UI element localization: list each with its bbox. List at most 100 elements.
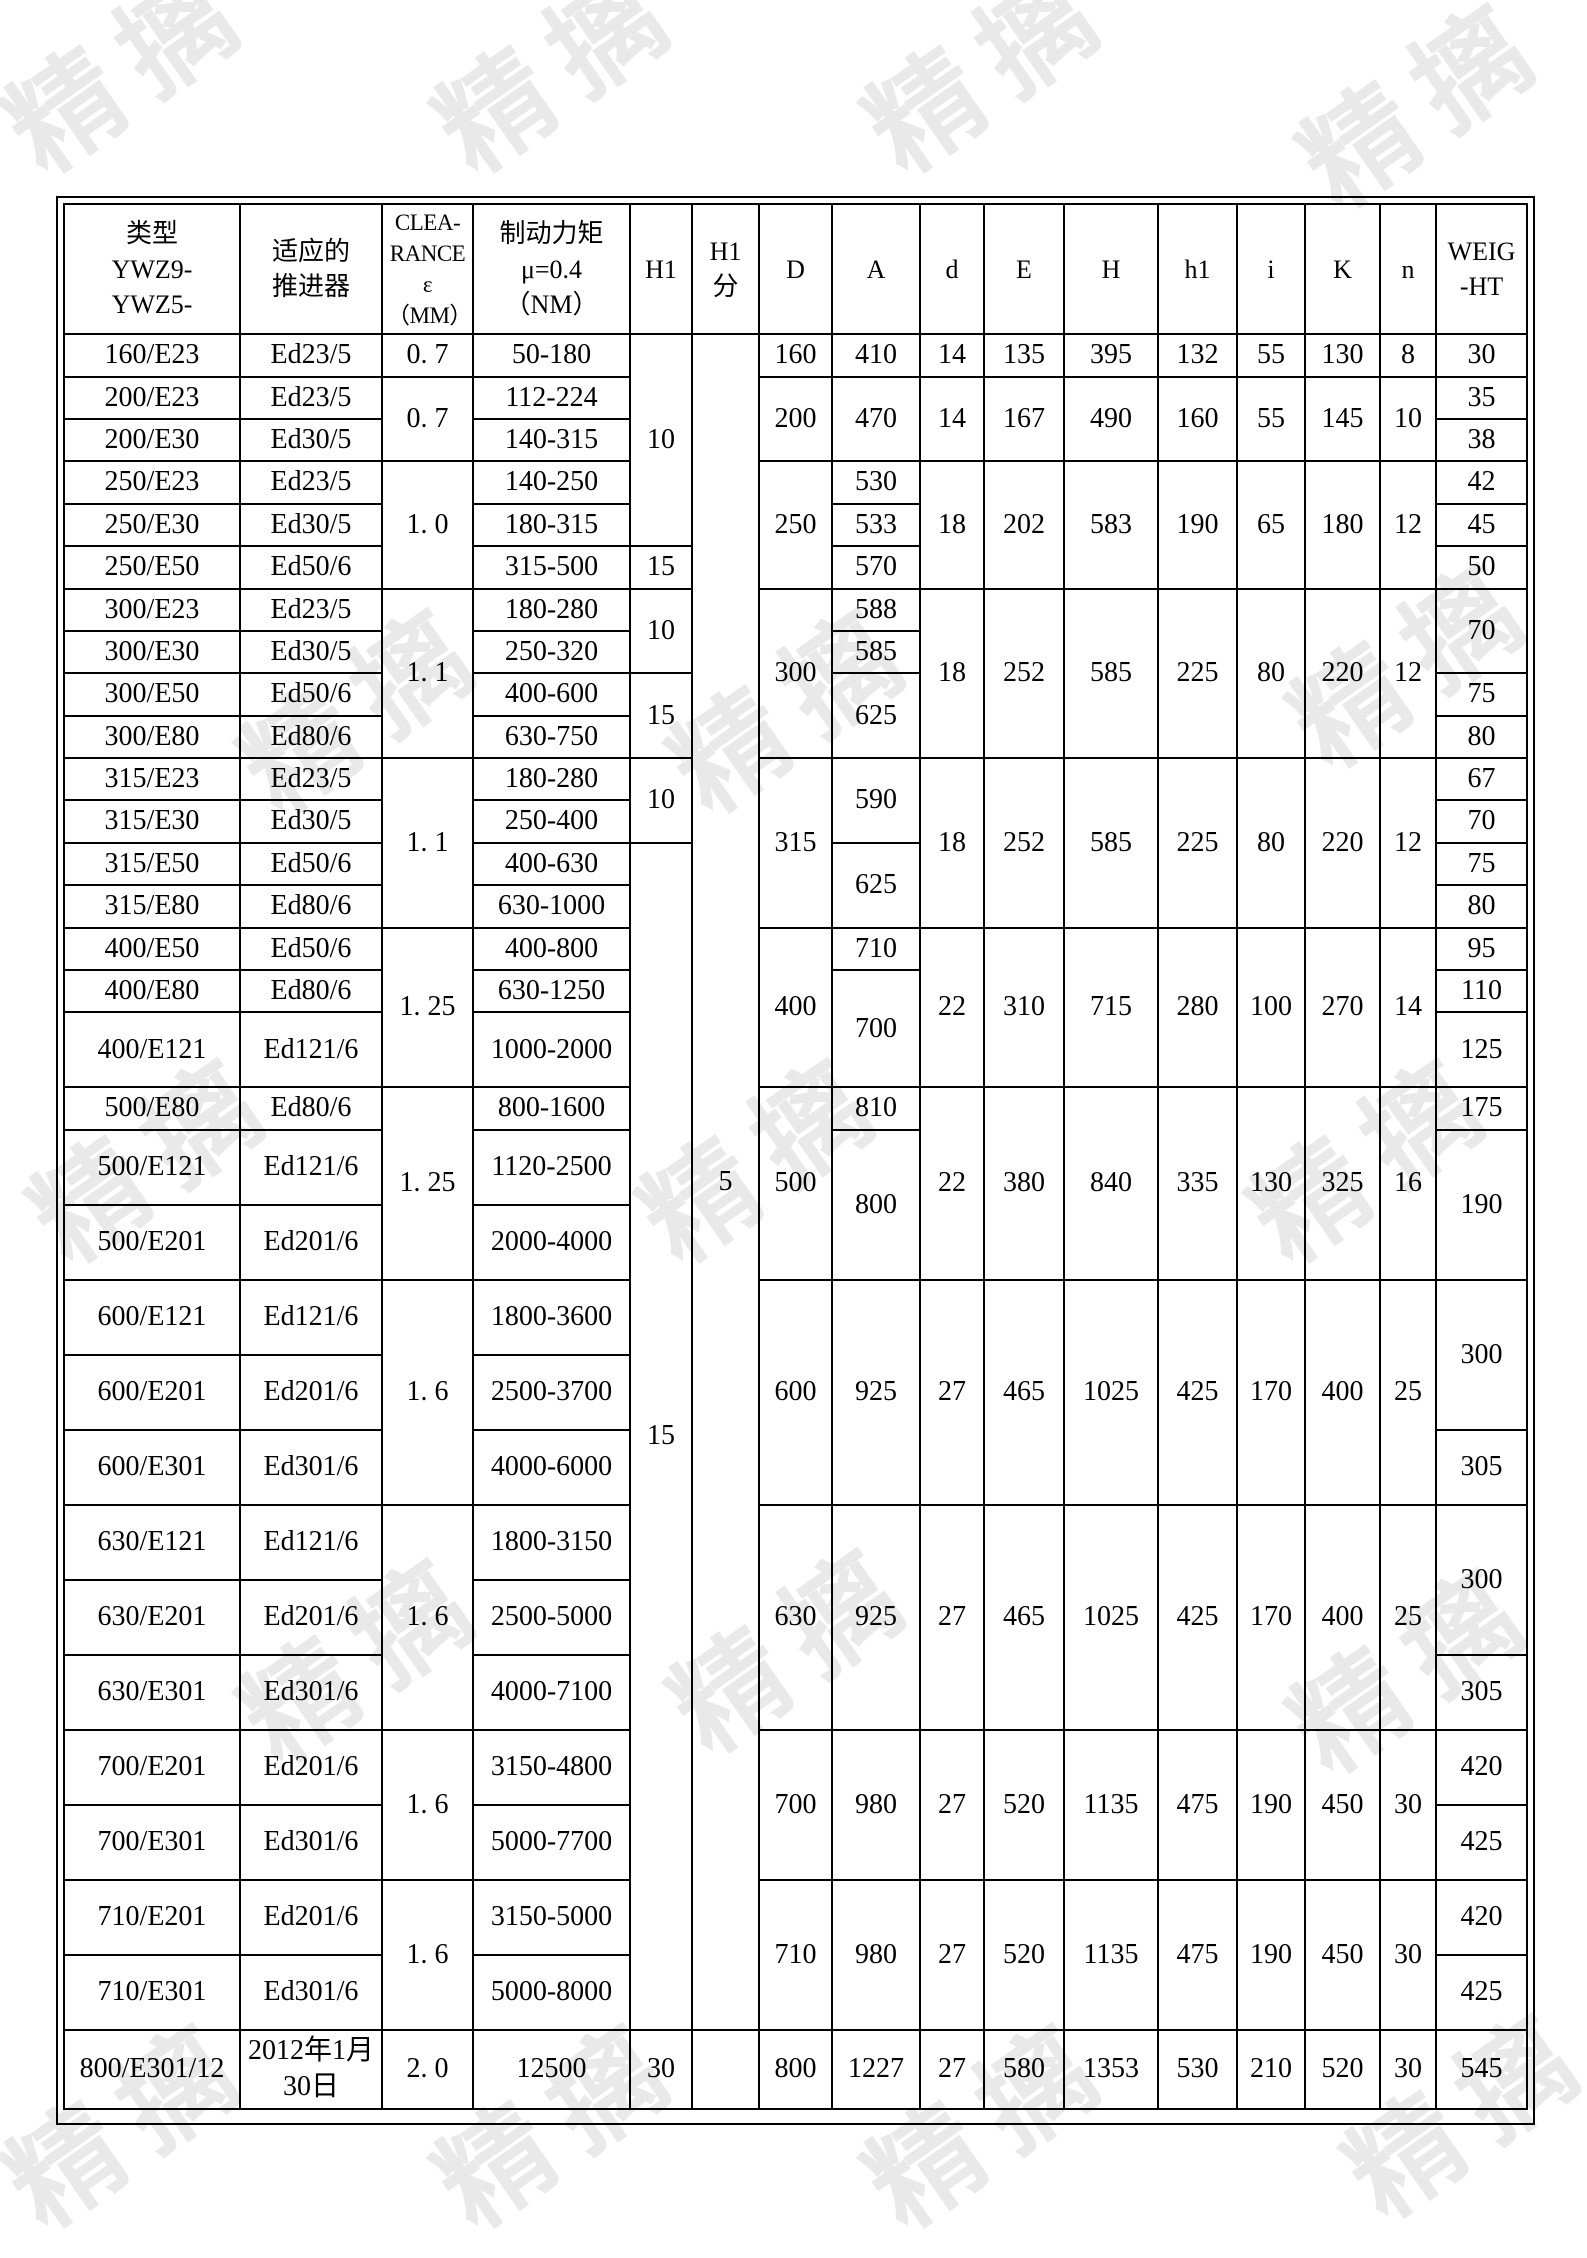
cell-type: 400/E80 [63,969,241,1014]
cell-type: 800/E301/12 [63,2028,241,2110]
cell-type: 500/E80 [63,1086,241,1131]
cell-clearance: 1. 6 [381,1278,474,1506]
cell-weight: 80 [1435,714,1528,760]
cell-A: 925 [831,1278,921,1506]
cell-h1: 10 [629,587,693,675]
col-header-d: d [919,202,985,336]
table-row: 500/E121 Ed121/6 1120-2500 800 190 [63,1128,1528,1281]
cell-torque: 2500-3700 [472,1353,631,1431]
cell-thruster: Ed301/6 [239,1428,383,1506]
cell-E: 520 [983,1878,1065,2031]
cell-type: 250/E30 [63,502,241,548]
watermark-text: 精摛 [0,0,277,197]
cell-torque: 400-800 [472,926,631,972]
cell-torque: 400-630 [472,841,631,887]
cell-A: 625 [831,841,921,929]
cell-weight: 420 [1435,1728,1528,1806]
table-row: 300/E50 Ed50/6 400-600 15 625 75 [63,672,1528,760]
cell-h1dim: 132 [1157,333,1238,378]
cell-torque: 630-1000 [472,884,631,929]
cell-H: 395 [1063,333,1159,378]
cell-weight: 425 [1435,1953,1528,2031]
cell-type: 200/E30 [63,417,241,463]
col-header-thruster: 适应的 推进器 [239,202,383,336]
cell-thruster: Ed301/6 [239,1803,383,1881]
cell-torque: 180-280 [472,757,631,802]
table-row: 630/E301 Ed301/6 4000-7100 305 [63,1653,1528,1731]
cell-weight: 190 [1435,1128,1528,1281]
cell-E: 310 [983,926,1065,1089]
cell-K: 400 [1304,1278,1381,1506]
table-row: 300/E30 Ed30/5 250-320 585 [63,629,1527,675]
cell-type: 700/E301 [63,1803,241,1881]
cell-D: 500 [758,1086,833,1281]
table-row: 600/E201 Ed201/6 2500-3700 [63,1353,1527,1431]
cell-A: 810 [831,1086,921,1131]
cell-E: 520 [983,1728,1065,1881]
cell-torque: 140-315 [472,417,631,463]
cell-torque: 315-500 [472,545,631,590]
cell-thruster: Ed80/6 [239,884,383,929]
cell-K: 450 [1304,1728,1381,1881]
col-header-h1dim: h1 [1157,202,1238,336]
cell-i: 210 [1236,2028,1306,2110]
cell-thruster: Ed201/6 [239,1353,383,1431]
cell-K: 220 [1304,587,1381,760]
cell-torque: 3150-5000 [472,1878,631,1956]
cell-E: 252 [983,587,1065,760]
cell-A: 710 [831,926,921,972]
cell-i: 100 [1236,926,1306,1089]
col-header-h1-min: H1 分 [691,202,760,336]
cell-thruster: Ed23/5 [239,375,383,420]
cell-K: 270 [1304,926,1381,1089]
table-row: 315/E23 Ed23/5 1. 1 180-280 10 315 590 18 252 585… [63,757,1528,929]
cell-n: 30 [1379,1728,1437,1881]
cell-i: 170 [1236,1278,1306,1506]
cell-D: 700 [758,1728,833,1881]
cell-H: 1025 [1063,1503,1159,1731]
cell-thruster: Ed80/6 [239,1086,383,1131]
cell-h1dim: 190 [1157,460,1238,590]
cell-torque: 1800-3150 [472,1503,631,1581]
cell-thruster: Ed80/6 [239,714,383,760]
cell-clearance: 1. 1 [381,757,474,929]
cell-h1dim: 475 [1157,1878,1238,2031]
cell-K: 450 [1304,1878,1381,2031]
cell-type: 630/E301 [63,1653,241,1731]
cell-type: 160/E23 [63,333,241,378]
cell-type: 600/E201 [63,1353,241,1431]
cell-D: 300 [758,587,833,760]
cell-K: 325 [1304,1086,1381,1281]
cell-h1: 15 [629,841,693,2031]
cell-weight: 50 [1435,545,1528,590]
cell-type: 315/E23 [63,757,241,802]
cell-H: 1135 [1063,1728,1159,1881]
cell-d: 27 [919,1728,985,1881]
cell-torque: 140-250 [472,460,631,505]
cell-torque: 180-315 [472,502,631,548]
watermark-text: 精摛 [415,0,707,197]
cell-i: 80 [1236,757,1306,929]
cell-clearance: 1. 6 [381,1728,474,1881]
cell-A: 1227 [831,2028,921,2110]
cell-thruster: 2012年1月30日 [239,2028,383,2110]
table-row: 600/E301 Ed301/6 4000-6000 305 [63,1428,1528,1506]
cell-weight: 125 [1435,1011,1528,1089]
cell-d: 18 [919,587,985,760]
table-row: 710/E301 Ed301/6 5000-8000 425 [63,1953,1528,2031]
cell-thruster: Ed121/6 [239,1011,383,1089]
cell-clearance: 0. 7 [381,375,474,463]
col-header-type: 类型 YWZ9- YWZ5- [63,202,241,336]
cell-i: 190 [1236,1878,1306,2031]
cell-thruster: Ed201/6 [239,1728,383,1806]
cell-thruster: Ed23/5 [239,587,383,632]
cell-D: 160 [758,333,833,378]
cell-weight: 95 [1435,926,1528,972]
table-row: 500/E80 Ed80/6 1. 25 800-1600 500 810 22 380 840… [63,1086,1528,1281]
cell-D: 600 [758,1278,833,1506]
cell-n: 12 [1379,460,1437,590]
cell-E: 135 [983,333,1065,378]
table-row: 300/E80 Ed80/6 630-750 80 [63,714,1528,760]
cell-torque: 2500-5000 [472,1578,631,1656]
cell-n: 12 [1379,757,1437,929]
